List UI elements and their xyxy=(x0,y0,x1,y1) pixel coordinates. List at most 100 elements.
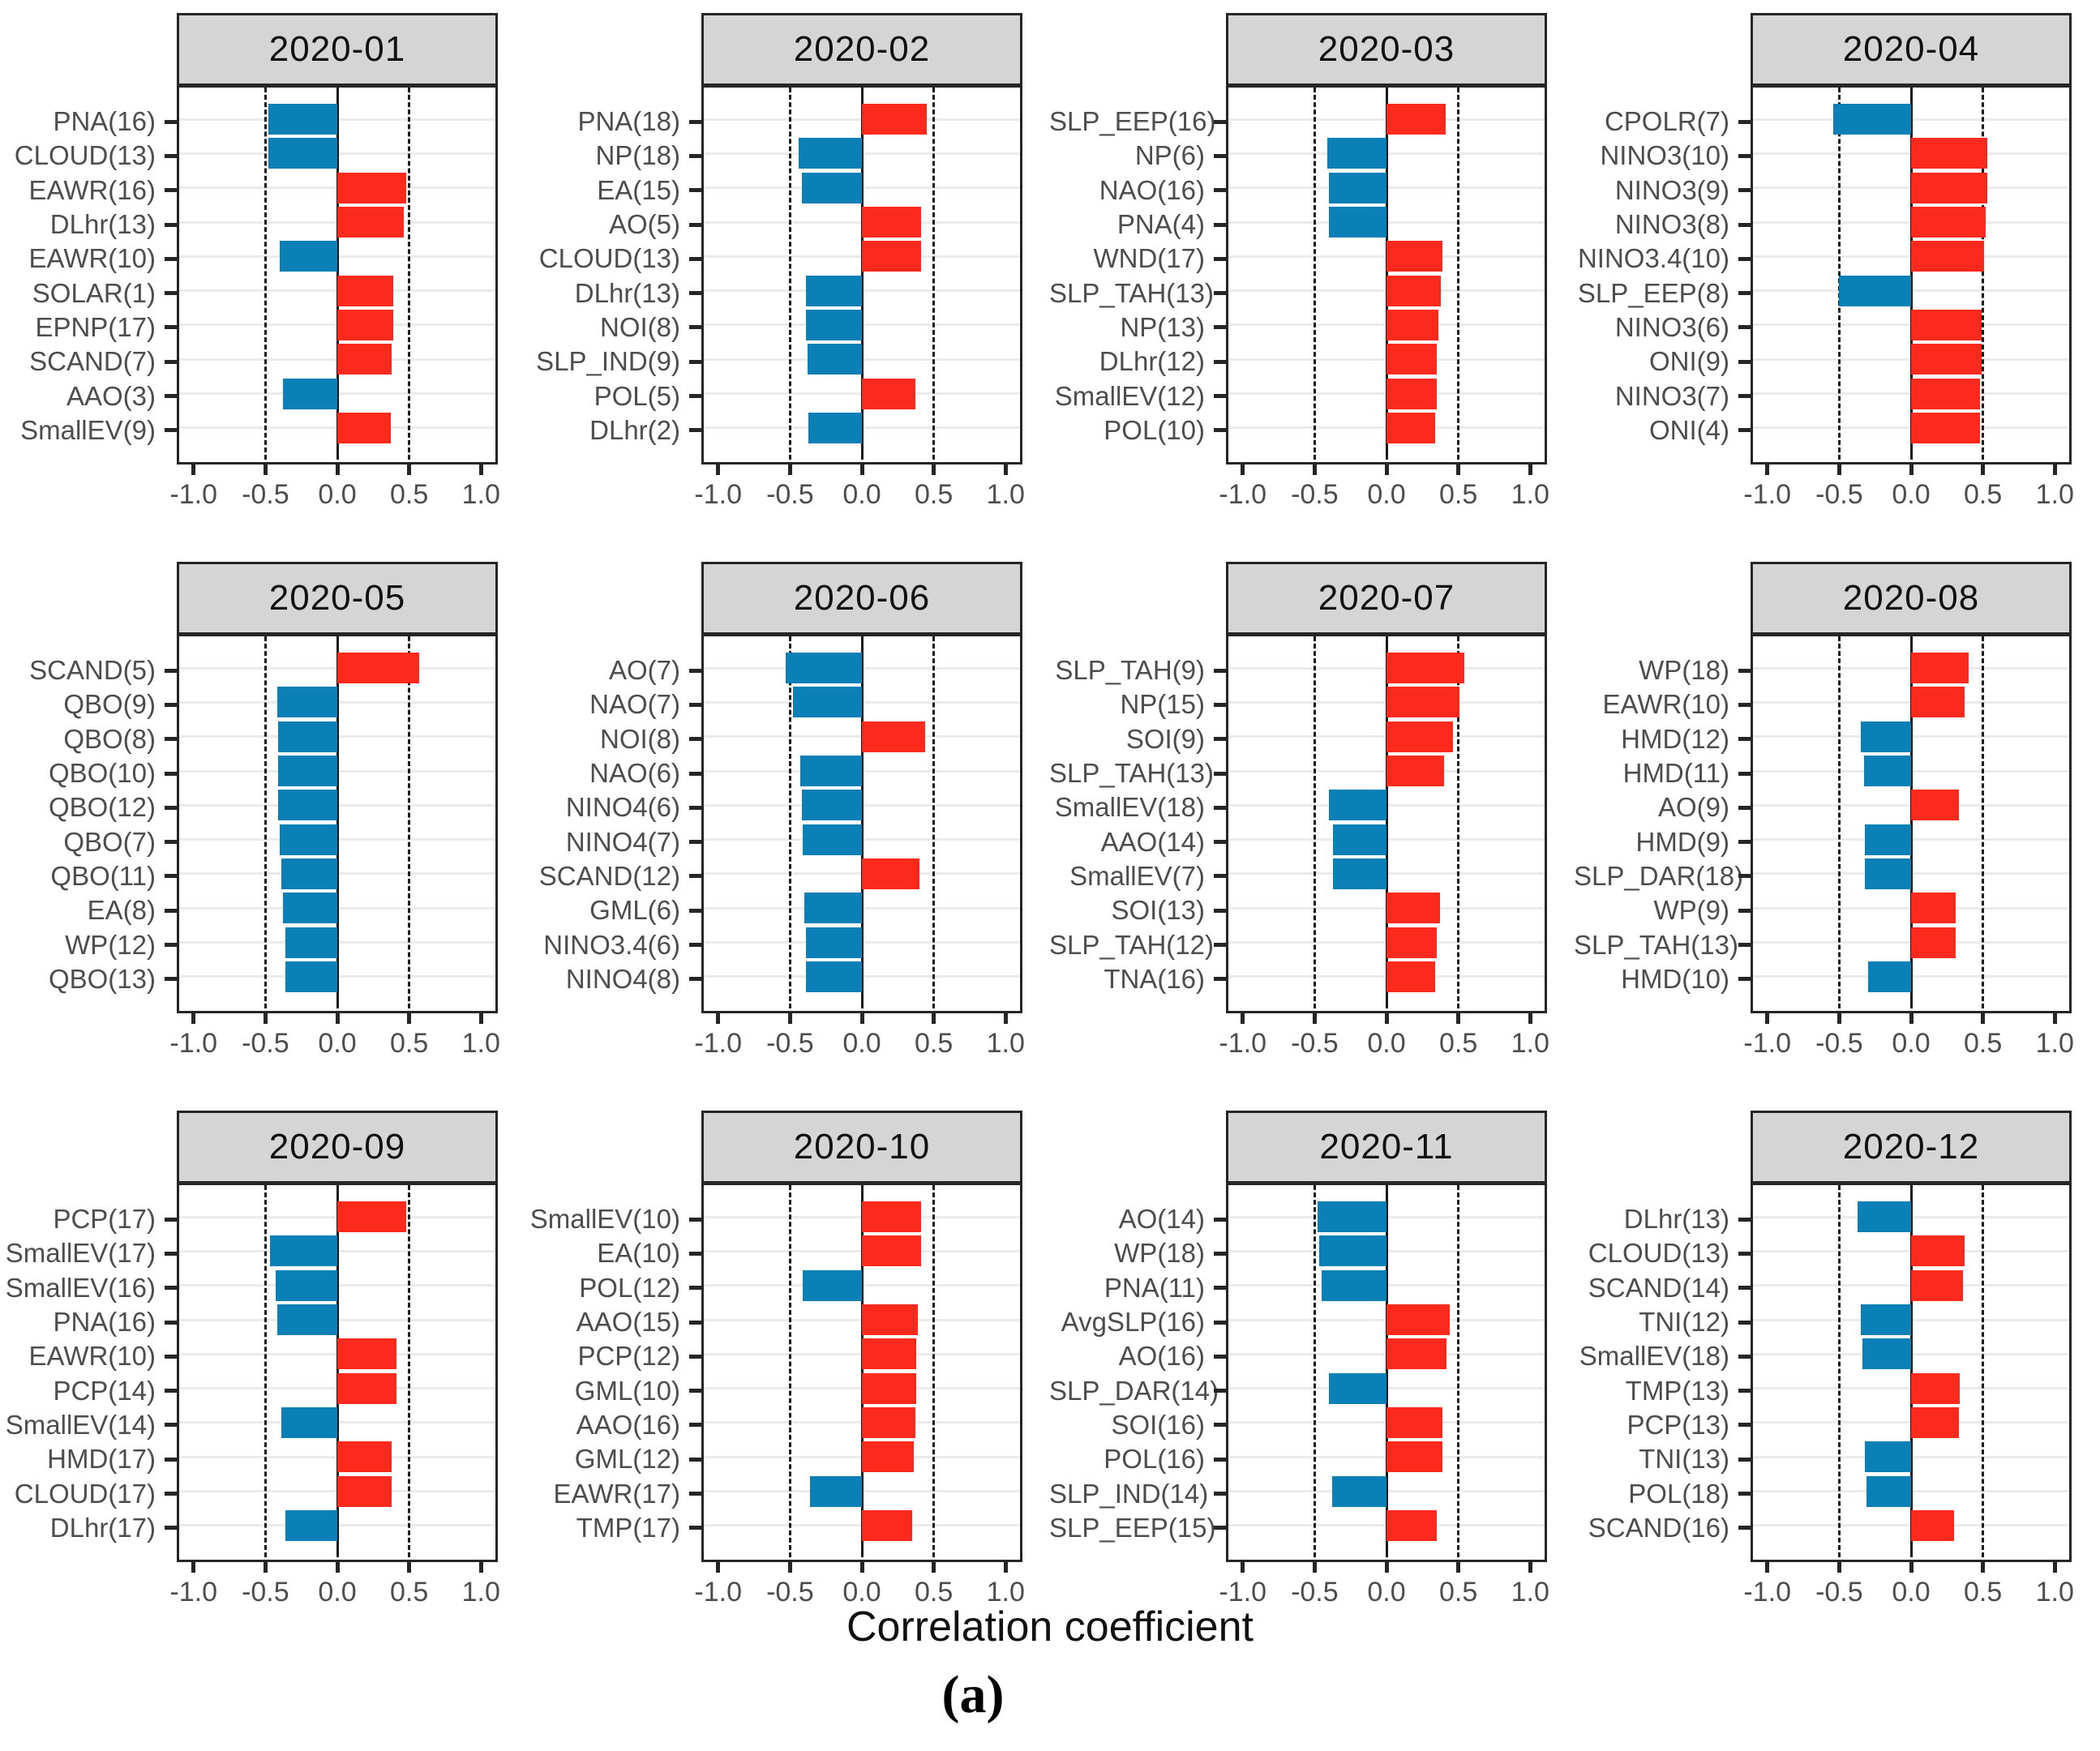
zero-line xyxy=(1385,636,1388,1008)
y-tick-mark xyxy=(1214,977,1226,982)
y-tick-mark xyxy=(689,1492,701,1496)
bar-PNA(16) xyxy=(268,104,337,135)
x-tick-mark xyxy=(1909,465,1914,475)
bar-SLP_TAH(13) xyxy=(1386,756,1444,787)
bar-QBO(11) xyxy=(281,858,337,889)
y-tick-mark xyxy=(1214,1354,1226,1359)
bar-SLP_TAH(13) xyxy=(1386,275,1442,306)
guide-line-dashed xyxy=(1313,88,1316,460)
x-tick-mark xyxy=(1981,1562,1986,1573)
facet-header: 2020-07 xyxy=(1226,562,1547,636)
bar-SmallEV(7) xyxy=(1333,858,1386,889)
facet-title: 2020-10 xyxy=(793,1127,931,1167)
y-tick-mark xyxy=(1738,874,1751,879)
bar-WP(18) xyxy=(1911,653,1969,684)
zero-line xyxy=(336,636,339,1008)
x-tick-label: 0.0 xyxy=(1892,1028,1931,1059)
x-tick-mark xyxy=(2052,1013,2057,1024)
y-tick-mark xyxy=(1738,805,1751,810)
x-tick-label: 1.0 xyxy=(2035,1028,2074,1059)
y-axis-label: TMP(17) xyxy=(576,1512,680,1543)
bar-SmallEV(18) xyxy=(1862,1338,1911,1370)
bar-SLP_EEP(16) xyxy=(1386,104,1446,135)
y-axis-label: EA(10) xyxy=(597,1238,680,1269)
y-axis-label: POL(5) xyxy=(594,380,680,411)
y-tick-mark xyxy=(689,188,701,193)
bar-QBO(9) xyxy=(276,687,337,718)
x-tick-mark xyxy=(1003,465,1008,475)
y-tick-mark xyxy=(1214,1457,1226,1462)
x-tick-mark xyxy=(1528,1562,1532,1573)
y-axis-label: SCAND(12) xyxy=(538,860,680,891)
y-tick-mark xyxy=(689,119,701,124)
y-tick-mark xyxy=(689,153,701,158)
x-tick-mark xyxy=(787,465,792,475)
x-tick-mark xyxy=(1384,1562,1389,1573)
guide-line-dashed xyxy=(408,1185,411,1557)
y-axis-label: AO(5) xyxy=(608,209,680,240)
y-tick-mark xyxy=(1738,1217,1751,1222)
bar-PNA(4) xyxy=(1329,207,1386,238)
x-tick-mark xyxy=(1312,1013,1317,1024)
bar-QBO(7) xyxy=(280,824,337,855)
x-tick-mark xyxy=(1241,465,1245,475)
bar-EAWR(10) xyxy=(280,241,337,272)
facet-2020-11: 2020-11 AO(14) WP(18) PNA(11) AvgSLP(16) AO(1… xyxy=(1049,1111,1574,1612)
y-tick-mark xyxy=(689,256,701,261)
facet-title: 2020-07 xyxy=(1318,578,1455,618)
x-tick-label: 0.0 xyxy=(318,1028,357,1059)
y-tick-mark xyxy=(1738,943,1751,948)
bar-NOI(8) xyxy=(805,309,862,340)
bar-NP(6) xyxy=(1327,138,1386,169)
y-axis-label: TNI(13) xyxy=(1639,1444,1729,1475)
x-tick-mark xyxy=(787,1013,792,1024)
y-axis-label: NINO3.4(6) xyxy=(543,929,680,960)
bar-NOI(8) xyxy=(862,721,925,752)
x-tick-mark xyxy=(859,1013,864,1024)
x-tick-mark xyxy=(932,465,936,475)
facet-title: 2020-11 xyxy=(1319,1127,1454,1167)
zero-line xyxy=(336,88,339,460)
y-tick-mark xyxy=(1738,1286,1751,1291)
y-tick-mark xyxy=(1214,737,1226,742)
facet-header: 2020-05 xyxy=(177,562,498,636)
y-tick-mark xyxy=(1214,1492,1226,1496)
y-tick-mark xyxy=(1214,1526,1226,1531)
x-tick-label: 0.5 xyxy=(914,1028,954,1059)
x-tick-mark xyxy=(263,465,268,475)
y-tick-mark xyxy=(1738,119,1751,124)
y-tick-mark xyxy=(1738,222,1751,227)
zero-line xyxy=(860,636,864,1008)
bar-HMD(10) xyxy=(1867,961,1911,992)
y-axis-label: PNA(16) xyxy=(53,106,156,137)
y-axis-label: SmallEV(7) xyxy=(1069,860,1205,891)
bar-SmallEV(17) xyxy=(269,1235,337,1267)
bar-WP(18) xyxy=(1318,1235,1386,1267)
y-axis-label: NP(15) xyxy=(1120,689,1205,720)
plot-area xyxy=(177,1185,498,1562)
guide-line-dashed xyxy=(1457,1185,1460,1557)
y-tick-mark xyxy=(689,805,701,810)
facet-2020-07: 2020-07 SLP_TAH(9) NP(15) SOI(9) SLP_TAH(13)… xyxy=(1049,562,1574,1064)
x-tick-label: 1.0 xyxy=(986,479,1025,510)
x-tick-mark xyxy=(1384,465,1389,475)
y-tick-mark xyxy=(689,702,701,707)
bar-NINO4(6) xyxy=(801,790,862,821)
y-tick-mark xyxy=(1738,1320,1751,1325)
facet-2020-01: 2020-01 PNA(16) CLOUD(13) EAWR(16) DLhr(13) E… xyxy=(0,13,525,515)
facet-title: 2020-09 xyxy=(268,1127,406,1167)
bar-AvgSLP(16) xyxy=(1386,1304,1450,1336)
y-axis-label: QBO(12) xyxy=(48,792,156,823)
guide-line-dashed xyxy=(264,88,267,460)
y-tick-mark xyxy=(165,702,177,707)
y-axis-label: CPOLR(7) xyxy=(1604,106,1729,137)
x-tick-mark xyxy=(1765,1013,1770,1024)
x-tick-label: 0.0 xyxy=(842,1028,881,1059)
bar-SOI(16) xyxy=(1386,1406,1443,1438)
y-tick-mark xyxy=(1738,256,1751,261)
y-axis-label: SLP_EEP(16) xyxy=(1049,106,1216,137)
y-tick-mark xyxy=(689,222,701,227)
y-tick-mark xyxy=(689,737,701,742)
plot-area xyxy=(701,1185,1022,1562)
bar-SCAND(14) xyxy=(1911,1269,1963,1301)
